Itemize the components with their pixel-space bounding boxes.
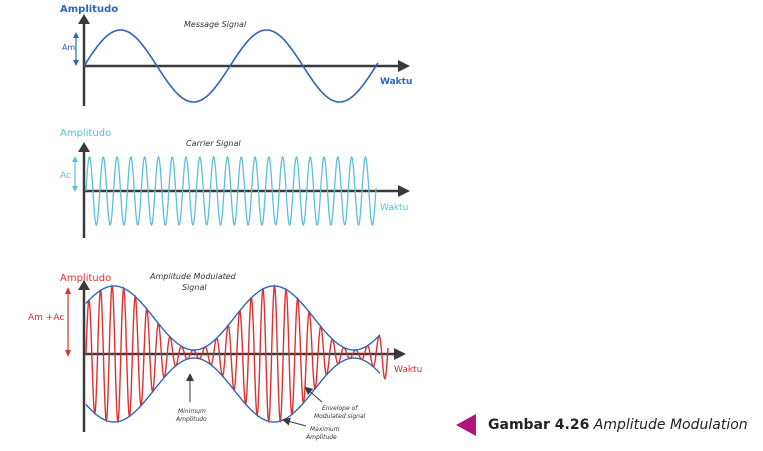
- carrier-y-arrowhead: [78, 142, 90, 152]
- envelope-pointer: [304, 386, 323, 403]
- message-amplitude-arrow: [73, 32, 79, 66]
- am-upper-envelope: [85, 285, 381, 351]
- carrier-x-arrowhead: [398, 185, 410, 197]
- carrier-x-axis-label: Waktu: [380, 203, 408, 213]
- carrier-signal-panel: Amplitudo Waktu Carrier Signal Ac: [60, 128, 410, 238]
- am-title-line1: Amplitude Modulated: [149, 272, 237, 281]
- message-signal-panel: Amplitudo Waktu Message Signal Am: [60, 4, 412, 106]
- envelope-label-line2: Modulated signal: [314, 413, 366, 420]
- am-lower-envelope: [85, 357, 381, 423]
- am-y-arrowhead: [78, 280, 90, 290]
- message-amplitude-label: Am: [62, 43, 75, 52]
- envelope-label-line1: Envelope of: [322, 405, 358, 412]
- am-x-axis-label: Waktu: [394, 365, 422, 375]
- am-title-line2: Signal: [182, 283, 207, 292]
- carrier-signal-wave: [85, 155, 377, 227]
- message-x-axis-label: Waktu: [380, 77, 412, 87]
- min-amplitude-label-line2: Amplitudo: [175, 416, 207, 423]
- max-amplitude-label-line1: Maximum: [310, 426, 340, 433]
- message-signal-wave: [83, 29, 379, 103]
- message-y-arrowhead: [78, 14, 90, 24]
- carrier-y-axis-label: Amplitudo: [60, 128, 111, 139]
- message-y-axis-label: Amplitudo: [60, 4, 118, 15]
- caption-label: Gambar 4.26: [488, 417, 590, 433]
- am-x-arrowhead: [394, 348, 406, 360]
- message-x-arrowhead: [398, 60, 410, 72]
- caption-title: Amplitude Modulation: [593, 417, 748, 433]
- am-amplitude-label: Am +Ac: [28, 313, 64, 323]
- am-y-axis-label: Amplitudo: [60, 273, 111, 284]
- am-amplitude-arrow: [65, 287, 71, 357]
- min-amplitude-label-line1: Minimum: [178, 408, 206, 415]
- caption-marker-icon: [456, 414, 476, 436]
- carrier-amplitude-arrow: [72, 156, 78, 192]
- carrier-amplitude-label: Ac: [60, 171, 71, 181]
- figure-caption: Gambar 4.26 Amplitude Modulation: [456, 414, 748, 436]
- max-amplitude-pointer: [282, 417, 307, 427]
- max-amplitude-label-line2: Amplitude: [305, 434, 337, 441]
- am-signal-panel: Amplitudo Waktu Amplitude Modulated Sign…: [28, 272, 422, 441]
- message-title: Message Signal: [184, 20, 247, 29]
- carrier-title: Carrier Signal: [186, 139, 241, 148]
